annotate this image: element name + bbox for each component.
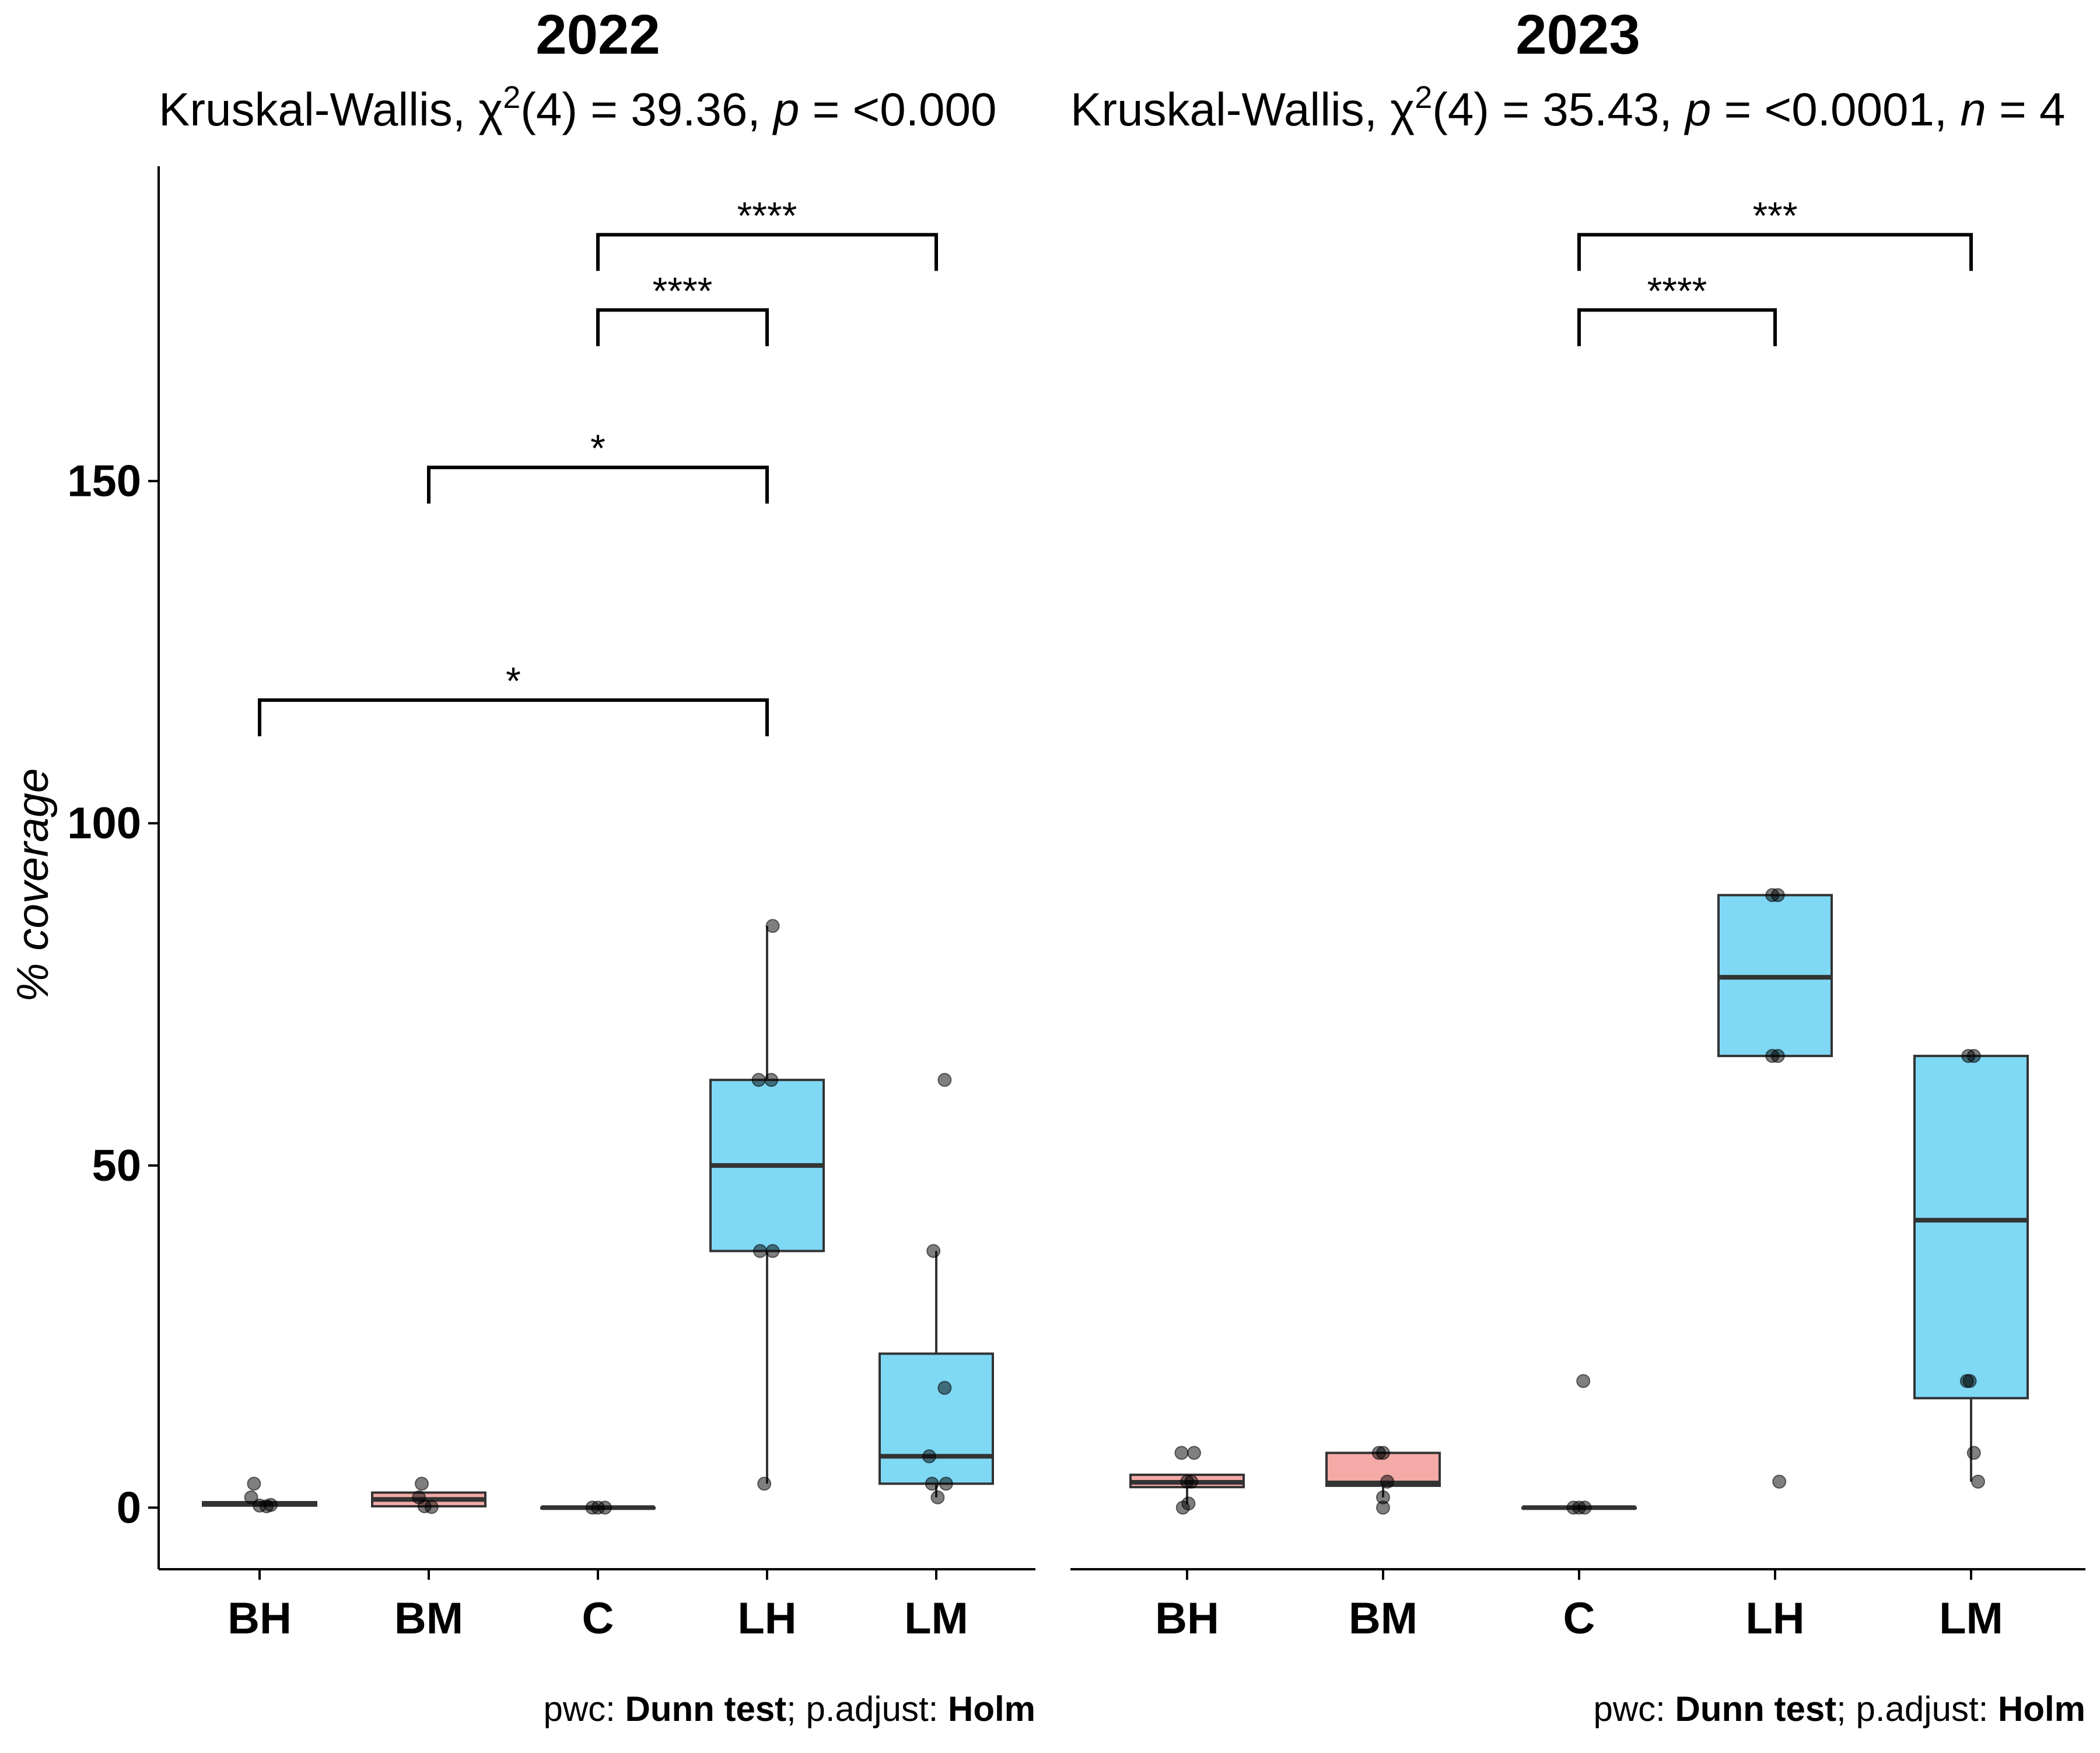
data-point: [1770, 1049, 1785, 1063]
y-axis-title: % coverage: [8, 768, 58, 1002]
significance-label: *: [590, 426, 606, 470]
data-point: [1966, 1446, 1981, 1460]
data-point: [1187, 1446, 1201, 1460]
box-LH: [709, 926, 825, 1484]
x-tick-label: LM: [904, 1594, 968, 1643]
panel-title: 2022: [536, 4, 660, 66]
significance-bracket: *: [427, 426, 769, 504]
data-point: [937, 1381, 952, 1395]
data-point: [244, 1490, 258, 1504]
data-point: [1772, 1474, 1787, 1489]
data-point: [939, 1476, 953, 1491]
box-body: [1913, 1055, 2029, 1399]
x-tick-label: LM: [1939, 1594, 2003, 1643]
y-tick-label: 0: [117, 1483, 141, 1532]
data-point: [264, 1497, 278, 1512]
data-point: [1770, 888, 1785, 902]
data-point: [751, 1073, 766, 1087]
data-point: [415, 1476, 429, 1491]
significance-bracket: ****: [1577, 269, 1777, 347]
data-point: [925, 1476, 939, 1491]
data-point: [930, 1490, 945, 1504]
bracket-line: [1577, 233, 1973, 271]
data-point: [757, 1476, 772, 1491]
data-point: [424, 1500, 439, 1514]
x-tick-label: LH: [737, 1594, 796, 1643]
panel-2022: 2022 Kruskal-Wallis, χ2(4) = 39.36, p = <…: [159, 4, 1035, 1728]
bracket-line: [596, 233, 938, 271]
data-point: [1181, 1496, 1196, 1511]
y-tick-label: 150: [67, 457, 141, 506]
data-point: [1962, 1374, 1977, 1388]
pwc-caption: pwc: Dunn test; p.adjust: Holm: [543, 1689, 1035, 1728]
x-tick-label: C: [582, 1594, 614, 1643]
bracket-line: [596, 308, 769, 347]
data-point: [1376, 1446, 1390, 1460]
y-tick-label: 100: [67, 799, 141, 848]
significance-label: *: [506, 659, 521, 702]
significance-label: ***: [1752, 194, 1797, 237]
box-LH: [1717, 894, 1833, 1058]
bracket-line: [258, 698, 769, 737]
significance-bracket: ****: [596, 194, 938, 271]
box-LM: [878, 1251, 994, 1497]
significance-bracket: ****: [596, 269, 769, 347]
box-LM: [1913, 1055, 2029, 1482]
data-point: [926, 1244, 941, 1258]
x-tick-label: BM: [394, 1594, 463, 1643]
data-point: [1966, 1049, 1981, 1063]
panel-2023: 2023 Kruskal-Wallis, χ2(4) = 35.43, p = <…: [1070, 4, 2085, 1728]
x-tick-label: BH: [1155, 1594, 1219, 1643]
significance-label: ****: [653, 269, 713, 312]
x-tick-label: BH: [228, 1594, 292, 1643]
data-point: [1971, 1474, 1985, 1489]
x-tick-label: BM: [1349, 1594, 1418, 1643]
bracket-line: [427, 466, 769, 504]
bracket-line: [1577, 308, 1777, 347]
data-point: [1184, 1474, 1199, 1489]
significance-bracket: *: [258, 659, 769, 737]
x-tick-label: C: [1563, 1594, 1595, 1643]
pwc-caption: pwc: Dunn test; p.adjust: Holm: [1593, 1689, 2085, 1728]
x-tick-label: LH: [1745, 1594, 1804, 1643]
data-point: [922, 1449, 936, 1464]
data-point: [765, 1244, 780, 1258]
data-point: [598, 1500, 612, 1515]
panel-subtitle: Kruskal-Wallis, χ2(4) = 35.43, p = <0.00…: [1070, 80, 2066, 135]
data-point: [937, 1073, 952, 1087]
significance-label: ****: [737, 194, 797, 237]
box-body: [878, 1352, 994, 1485]
panel-subtitle: Kruskal-Wallis, χ2(4) = 39.36, p = <0.00…: [159, 80, 996, 135]
data-point: [1577, 1500, 1592, 1515]
data-point: [247, 1476, 261, 1491]
data-point: [1380, 1474, 1395, 1489]
panel-title: 2023: [1516, 4, 1640, 66]
data-point: [1174, 1446, 1189, 1460]
data-point: [753, 1244, 767, 1258]
data-point: [765, 919, 780, 933]
significance-bracket: ***: [1577, 194, 1973, 271]
data-point: [764, 1073, 779, 1087]
data-point: [1376, 1500, 1390, 1515]
y-tick-label: 50: [92, 1141, 141, 1191]
data-point: [1576, 1374, 1591, 1388]
significance-label: ****: [1647, 269, 1707, 312]
